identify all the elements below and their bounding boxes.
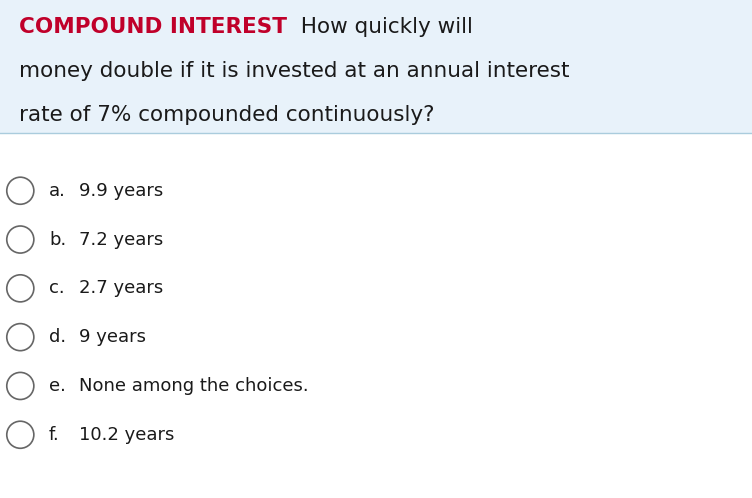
Text: 7.2 years: 7.2 years [79, 231, 163, 249]
Text: How quickly will: How quickly will [287, 17, 473, 37]
Text: c.: c. [49, 279, 65, 297]
Text: 10.2 years: 10.2 years [79, 426, 174, 444]
Text: f.: f. [49, 426, 59, 444]
Text: 2.7 years: 2.7 years [79, 279, 163, 297]
FancyBboxPatch shape [0, 0, 752, 133]
Text: 9 years: 9 years [79, 328, 146, 346]
Text: d.: d. [49, 328, 66, 346]
Text: a.: a. [49, 182, 65, 200]
Text: money double if it is invested at an annual interest: money double if it is invested at an ann… [19, 61, 569, 81]
Text: rate of 7% compounded continuously?: rate of 7% compounded continuously? [19, 105, 435, 125]
Text: 9.9 years: 9.9 years [79, 182, 163, 200]
Text: COMPOUND INTEREST: COMPOUND INTEREST [19, 17, 287, 37]
Text: b.: b. [49, 231, 66, 249]
Text: None among the choices.: None among the choices. [79, 377, 308, 395]
Text: e.: e. [49, 377, 65, 395]
